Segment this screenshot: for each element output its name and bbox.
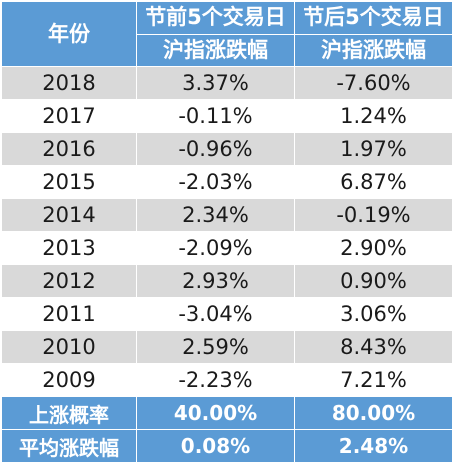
cell-after: 6.87% (294, 165, 453, 199)
cell-before: -0.11% (136, 99, 295, 133)
cell-after: 7.21% (294, 363, 453, 397)
summary-before: 0.08% (136, 429, 295, 463)
header-before-line1: 节前5个交易日 (136, 1, 295, 35)
cell-before: 2.34% (136, 198, 295, 232)
cell-after: 1.24% (294, 99, 453, 133)
table-row: 2015 -2.03% 6.87% (1, 165, 453, 199)
cell-year: 2012 (1, 264, 137, 298)
cell-year: 2014 (1, 198, 137, 232)
table-row: 2017 -0.11% 1.24% (1, 99, 453, 133)
cell-before: -2.09% (136, 231, 295, 265)
cell-before: -2.03% (136, 165, 295, 199)
cell-year: 2011 (1, 297, 137, 331)
summary-label: 上涨概率 (1, 396, 137, 430)
cell-year: 2010 (1, 330, 137, 364)
cell-after: 0.90% (294, 264, 453, 298)
cell-before: 2.59% (136, 330, 295, 364)
cell-after: 3.06% (294, 297, 453, 331)
table-body: 2018 3.37% -7.60% 2017 -0.11% 1.24% 2016… (1, 66, 453, 463)
header-before-line2: 沪指涨跌幅 (136, 33, 295, 67)
cell-before: -3.04% (136, 297, 295, 331)
cell-before: 2.93% (136, 264, 295, 298)
table-row: 2016 -0.96% 1.97% (1, 132, 453, 166)
header-year: 年份 (1, 1, 137, 67)
table-row: 2012 2.93% 0.90% (1, 264, 453, 298)
cell-after: 8.43% (294, 330, 453, 364)
table-row: 2018 3.37% -7.60% (1, 66, 453, 100)
cell-after: -7.60% (294, 66, 453, 100)
summary-before: 40.00% (136, 396, 295, 430)
cell-year: 2018 (1, 66, 137, 100)
cell-after: 1.97% (294, 132, 453, 166)
table-row: 2014 2.34% -0.19% (1, 198, 453, 232)
summary-after: 2.48% (294, 429, 453, 463)
cell-before: 3.37% (136, 66, 295, 100)
summary-label: 平均涨跌幅 (1, 429, 137, 463)
cell-year: 2009 (1, 363, 137, 397)
summary-after: 80.00% (294, 396, 453, 430)
cell-year: 2013 (1, 231, 137, 265)
table-row: 2009 -2.23% 7.21% (1, 363, 453, 397)
header-after-line1: 节后5个交易日 (294, 1, 453, 35)
header-after-line2: 沪指涨跌幅 (294, 33, 453, 67)
table-row: 2011 -3.04% 3.06% (1, 297, 453, 331)
cell-year: 2017 (1, 99, 137, 133)
summary-row-average-change: 平均涨跌幅 0.08% 2.48% (1, 429, 453, 463)
cell-after: 2.90% (294, 231, 453, 265)
cell-year: 2015 (1, 165, 137, 199)
table-row: 2010 2.59% 8.43% (1, 330, 453, 364)
cell-year: 2016 (1, 132, 137, 166)
summary-row-up-probability: 上涨概率 40.00% 80.00% (1, 396, 453, 430)
cell-before: -2.23% (136, 363, 295, 397)
table-row: 2013 -2.09% 2.90% (1, 231, 453, 265)
cell-before: -0.96% (136, 132, 295, 166)
table-header: 年份 节前5个交易日 节后5个交易日 沪指涨跌幅 沪指涨跌幅 (1, 1, 453, 67)
cell-after: -0.19% (294, 198, 453, 232)
